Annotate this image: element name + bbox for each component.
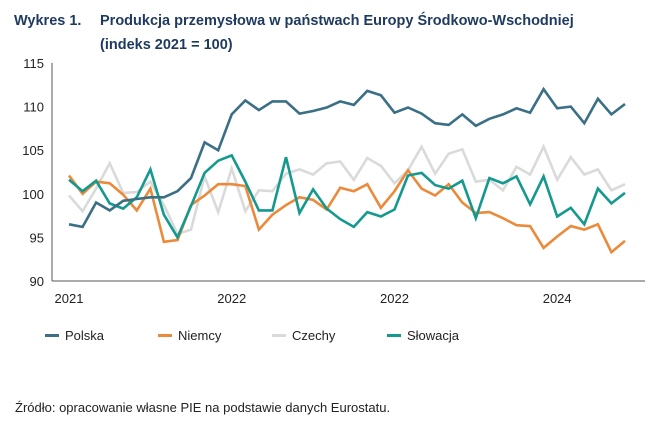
line-chart: 90 95 100 105 110 115 2021 2022 2022 2024 — [22, 56, 645, 306]
y-tick-label: 95 — [30, 230, 44, 245]
series-layer — [67, 86, 626, 255]
legend-label-czechy: Czechy — [292, 328, 336, 343]
y-tick-label: 100 — [22, 187, 44, 202]
legend-label-niemcy: Niemcy — [178, 328, 222, 343]
y-tick-label: 90 — [30, 274, 44, 289]
series-line-czechy — [68, 143, 626, 236]
x-tick-label: 2022 — [217, 291, 246, 306]
series-line-polska — [68, 86, 626, 229]
legend-swatch-niemcy — [158, 334, 172, 337]
x-tick-label: 2021 — [55, 291, 84, 306]
legend-item-slowacja: Słowacja — [387, 328, 459, 343]
series-line-slowacja — [68, 153, 626, 241]
x-axis: 2021 2022 2022 2024 — [52, 280, 645, 306]
legend-item-niemcy: Niemcy — [158, 328, 221, 343]
legend-label-polska: Polska — [65, 328, 105, 343]
legend-item-czechy: Czechy — [272, 328, 335, 343]
y-tick-label: 105 — [22, 143, 44, 158]
title-line-2: (indeks 2021 = 100) — [100, 37, 233, 53]
source-note: Źródło: opracowanie własne PIE na podsta… — [15, 400, 391, 415]
legend-swatch-slowacja — [387, 334, 401, 337]
y-axis: 90 95 100 105 110 115 — [22, 56, 53, 289]
title-line-1: Produkcja przemysłowa w państwach Europy… — [100, 13, 574, 29]
y-tick-label: 110 — [23, 100, 44, 115]
legend-item-polska: Polska — [45, 328, 104, 343]
x-tick-label: 2022 — [380, 291, 409, 306]
legend-swatch-czechy — [272, 334, 286, 337]
figure-label: Wykres 1. — [14, 13, 82, 29]
series-line-niemcy — [67, 168, 626, 255]
y-tick-label: 115 — [23, 56, 44, 71]
legend-label-slowacja: Słowacja — [407, 328, 460, 343]
legend-swatch-polska — [45, 334, 59, 337]
x-tick-label: 2024 — [543, 291, 572, 306]
